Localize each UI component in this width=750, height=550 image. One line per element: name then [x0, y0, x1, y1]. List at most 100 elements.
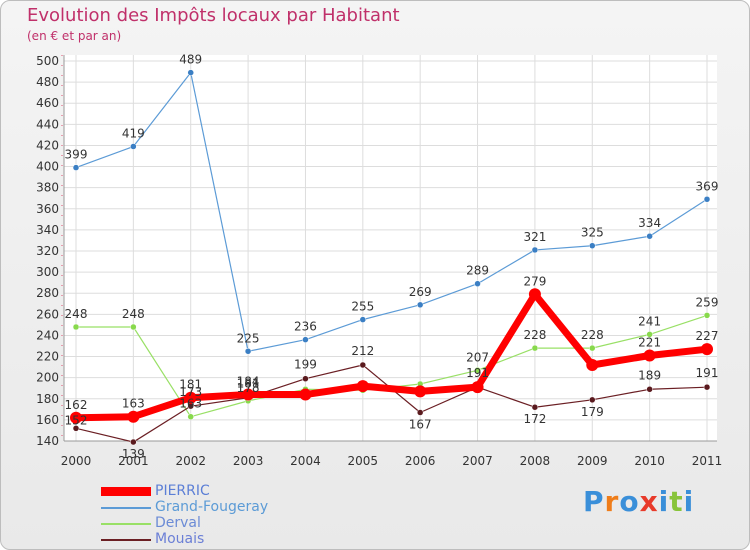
- y-tick-label: 340: [36, 223, 59, 237]
- data-label: 289: [466, 264, 489, 278]
- data-label: 212: [351, 344, 374, 358]
- x-tick-label: 2005: [348, 454, 379, 468]
- data-point: [359, 361, 367, 369]
- logo-letter: i: [683, 485, 695, 518]
- data-point: [302, 375, 309, 382]
- x-tick-label: 2004: [290, 454, 321, 468]
- data-label: 228: [523, 328, 546, 342]
- y-tick-label: 500: [36, 54, 59, 68]
- y-tick-label: 380: [36, 181, 59, 195]
- x-tick-label: 2008: [520, 454, 551, 468]
- y-tick-label: 160: [36, 413, 59, 427]
- x-tick-label: 2011: [692, 454, 723, 468]
- data-point: [589, 396, 596, 404]
- data-point: [356, 380, 369, 393]
- y-tick-label: 360: [36, 202, 59, 216]
- legend-label: Derval: [155, 515, 201, 531]
- legend-label: Grand-Fougeray: [155, 499, 269, 515]
- y-tick-label: 260: [36, 307, 59, 321]
- data-label: 269: [409, 285, 432, 299]
- data-label: 228: [581, 328, 604, 342]
- chart-subtitle: (en € et par an): [27, 29, 122, 43]
- data-label: 207: [466, 350, 489, 364]
- data-point: [414, 385, 427, 398]
- data-point: [359, 316, 367, 323]
- y-tick-label: 320: [36, 244, 59, 258]
- data-point: [589, 242, 596, 249]
- logo-letter: x: [639, 485, 659, 518]
- legend-swatch: [101, 507, 151, 509]
- data-label: 255: [351, 300, 374, 314]
- y-tick-label: 400: [36, 160, 59, 174]
- data-label: 227: [696, 329, 719, 343]
- logo-letter: i: [658, 485, 670, 518]
- data-point: [646, 386, 653, 393]
- data-label: 184: [237, 375, 260, 389]
- data-point: [299, 388, 312, 401]
- data-label: 189: [638, 368, 661, 382]
- data-point: [127, 410, 140, 423]
- x-tick-label: 2002: [175, 454, 206, 468]
- logo-letter: t: [669, 485, 684, 518]
- data-point: [703, 196, 711, 203]
- data-point: [531, 246, 539, 254]
- data-point: [72, 164, 80, 171]
- data-point: [703, 312, 711, 319]
- data-label: 248: [122, 307, 145, 321]
- data-label: 321: [523, 230, 546, 244]
- data-label: 199: [294, 358, 317, 372]
- data-point: [416, 409, 424, 416]
- y-tick-label: 220: [36, 350, 59, 364]
- data-label: 167: [409, 418, 432, 432]
- data-label: 489: [179, 53, 202, 67]
- proxiti-logo: Proxiti: [583, 485, 694, 518]
- y-tick-label: 280: [36, 286, 59, 300]
- data-point: [474, 367, 481, 374]
- data-point: [471, 381, 484, 394]
- data-label: 248: [65, 307, 88, 321]
- data-label: 334: [638, 216, 661, 230]
- data-label: 162: [65, 398, 88, 412]
- data-label: 225: [237, 331, 260, 345]
- data-label: 181: [179, 378, 202, 392]
- data-label: 191: [696, 366, 719, 380]
- data-label: 179: [581, 405, 604, 419]
- data-point: [416, 301, 424, 309]
- data-point: [646, 232, 653, 240]
- data-point: [130, 323, 137, 331]
- data-label: 163: [179, 397, 202, 411]
- y-tick-label: 420: [36, 138, 59, 152]
- data-point: [70, 411, 82, 424]
- data-point: [528, 288, 541, 301]
- data-label: 419: [122, 127, 145, 141]
- data-point: [187, 69, 194, 76]
- y-tick-label: 140: [36, 434, 59, 448]
- data-label: 181: [237, 377, 260, 391]
- legend-swatch: [101, 487, 151, 496]
- y-tick-label: 300: [36, 265, 59, 279]
- data-label: 221: [638, 336, 661, 350]
- data-point: [586, 359, 599, 371]
- legend-label: PIERRIC: [155, 483, 210, 499]
- series-line-grand-fougeray: [75, 72, 708, 352]
- legend-item: Derval: [101, 515, 341, 532]
- x-tick-label: 2009: [577, 454, 608, 468]
- x-tick-label: 2000: [61, 454, 92, 468]
- legend-item: Mouais: [101, 531, 341, 548]
- data-label: 369: [696, 179, 719, 193]
- data-label: 172: [523, 412, 546, 426]
- legend-item: Grand-Fougeray: [101, 499, 341, 516]
- legend-item: PIERRIC: [101, 483, 341, 500]
- data-point: [474, 280, 481, 287]
- x-tick-label: 2003: [233, 454, 264, 468]
- x-tick-label: 2007: [462, 454, 493, 468]
- data-label: 173: [179, 385, 202, 399]
- data-point: [130, 143, 137, 150]
- data-point: [703, 383, 711, 391]
- y-tick-label: 440: [36, 117, 59, 131]
- data-label: 279: [523, 274, 546, 288]
- plot-area: [64, 55, 717, 441]
- logo-letter: P: [583, 485, 605, 518]
- data-point: [531, 403, 539, 411]
